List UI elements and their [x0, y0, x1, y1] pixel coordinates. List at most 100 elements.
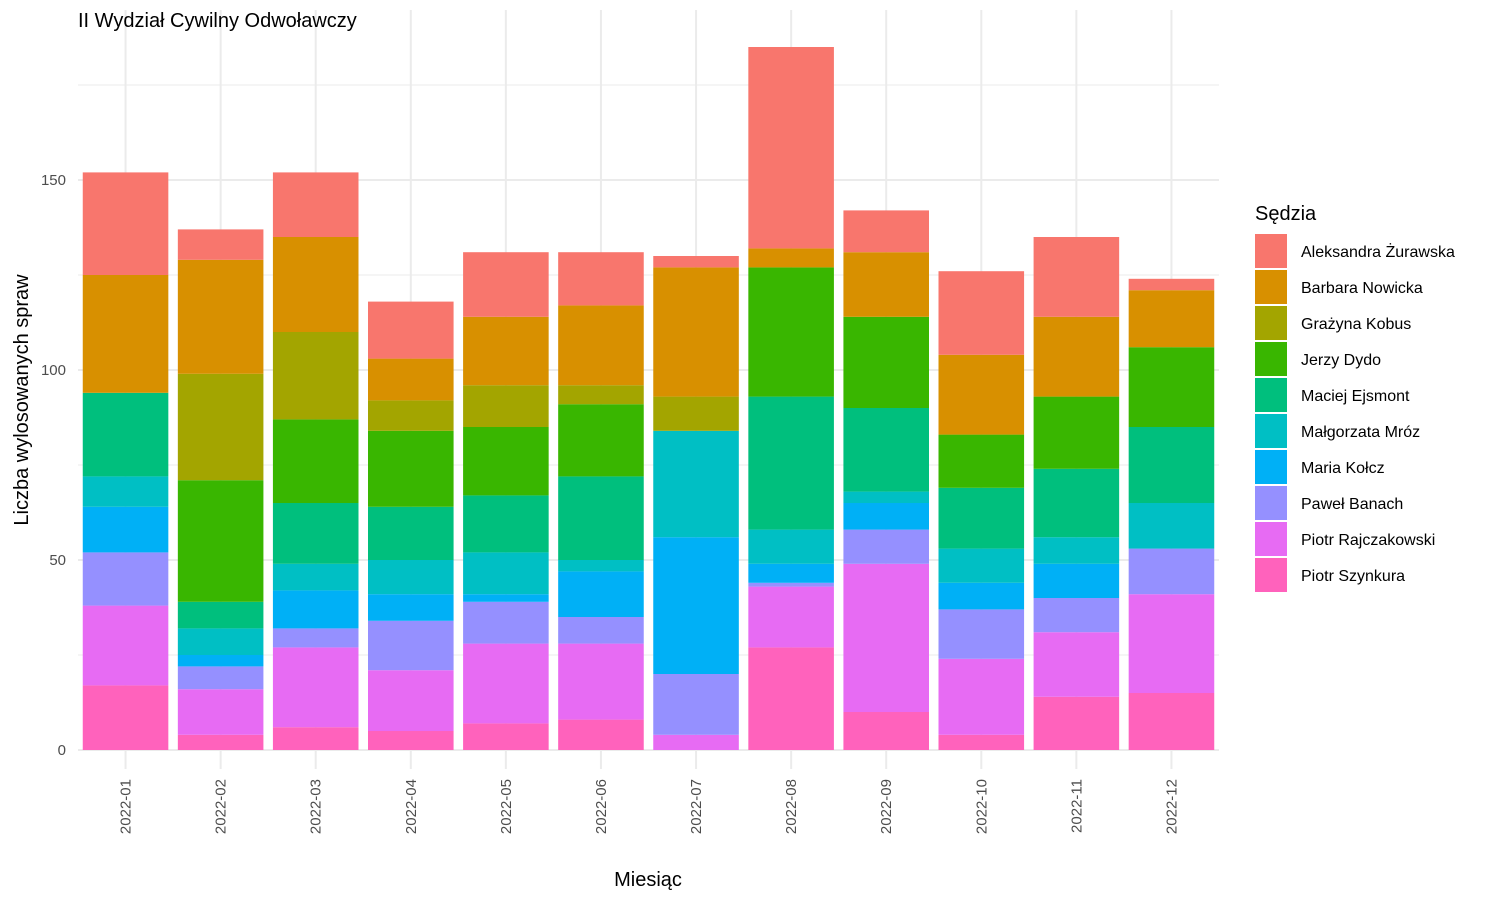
bar-segment [463, 594, 549, 602]
legend-swatch [1255, 558, 1287, 592]
bar-segment [748, 563, 834, 583]
bar-segment [843, 252, 929, 317]
bar-segment [1033, 563, 1120, 598]
bar-segment [368, 560, 454, 595]
bar-segment [938, 658, 1025, 735]
bar-segment [368, 731, 454, 750]
legend-label: Jerzy Dydo [1301, 352, 1381, 369]
legend-swatch [1255, 234, 1287, 268]
bar-segment [463, 601, 549, 644]
x-tick-label: 2022-03 [308, 779, 325, 834]
bar-segment [272, 332, 359, 420]
bar-segment [82, 275, 169, 393]
bar-segment [272, 647, 359, 728]
bar-segment [177, 666, 264, 690]
bar-segment [177, 480, 264, 602]
legend-label: Piotr Szynkura [1301, 568, 1405, 585]
bar-segment [1128, 693, 1215, 750]
bar-segment [938, 487, 1025, 549]
legend-swatch [1255, 306, 1287, 340]
x-axis-title: Miesiąc [614, 869, 682, 891]
bar-segment [843, 563, 929, 712]
bar-segment [463, 643, 549, 724]
bar-segment [272, 237, 359, 332]
bar-segment [748, 647, 834, 750]
bar-segment [82, 172, 169, 275]
bar-segment [272, 628, 359, 648]
x-axis-ticks: 2022-01 2022-02 2022-03 2022-04 2022-05 2022-… [118, 779, 1181, 834]
bar-segment [177, 373, 264, 481]
legend-items: Aleksandra Żurawska Barbara Nowicka Grażyn… [1255, 234, 1455, 592]
bar-segment [177, 628, 264, 655]
y-tick-label: 50 [49, 552, 66, 569]
legend-label: Paweł Banach [1301, 496, 1403, 513]
x-tick-label: 2022-12 [1163, 779, 1180, 834]
bar-segment [938, 354, 1025, 435]
x-tick-label: 2022-09 [878, 779, 895, 834]
bar-segment [748, 248, 834, 268]
bar-segment [1128, 278, 1215, 291]
bar-segment [1033, 632, 1120, 697]
bar-segment [272, 590, 359, 629]
bar-segment [558, 560, 644, 572]
bar-segment [463, 723, 549, 750]
bar-segment [938, 271, 1025, 355]
bar-segment [1033, 537, 1120, 564]
bar-segment [463, 252, 549, 317]
bar-segment [558, 252, 644, 306]
bar-segment [82, 506, 169, 553]
chart-title: II Wydział Cywilny Odwoławczy [78, 10, 357, 32]
y-tick-label: 150 [41, 172, 66, 189]
x-tick-label: 2022-08 [783, 779, 800, 834]
bar-segment [177, 259, 264, 374]
bar-segment [558, 719, 644, 750]
y-axis-ticks: 0 50 100 150 [41, 172, 66, 759]
legend: Sędzia Aleksandra Żurawska Barbara Nowick… [1255, 203, 1455, 592]
bar-segment [82, 605, 169, 686]
legend-label: Małgorzata Mróz [1301, 424, 1420, 441]
bar-segment [177, 655, 264, 667]
x-tick-label: 2022-05 [498, 779, 515, 834]
x-tick-label: 2022-07 [688, 779, 705, 834]
bar-segment [843, 408, 929, 492]
bar-segment [653, 430, 739, 538]
bar-segment [463, 316, 549, 386]
x-tick-label: 2022-01 [118, 779, 135, 834]
y-axis-title: Liczba wylosowanych spraw [11, 274, 33, 526]
bar-segment [653, 396, 739, 431]
bar-segment [653, 267, 739, 397]
bar-segment [368, 620, 454, 671]
bar-segment [843, 210, 929, 253]
legend-swatch [1255, 450, 1287, 484]
bar-segment [938, 434, 1025, 488]
bar-segment [368, 670, 454, 731]
legend-title: Sędzia [1255, 203, 1317, 225]
bar-segment [272, 503, 359, 564]
legend-swatch [1255, 378, 1287, 412]
bar-segment [1033, 316, 1120, 397]
bar-segment [368, 301, 454, 359]
bar-segment [82, 392, 169, 477]
bar-segment [463, 385, 549, 427]
bar-segment [653, 674, 739, 735]
x-tick-label: 2022-04 [403, 779, 420, 834]
legend-swatch [1255, 342, 1287, 376]
bar-segment [82, 685, 169, 750]
bar-segment [558, 571, 644, 617]
y-tick-label: 100 [41, 362, 66, 379]
legend-swatch [1255, 486, 1287, 520]
bar-segment [177, 734, 264, 750]
legend-swatch [1255, 270, 1287, 304]
legend-label: Aleksandra Żurawska [1301, 242, 1455, 261]
bar-segment [558, 643, 644, 720]
bar-segment [82, 476, 169, 507]
x-tick-label: 2022-10 [973, 779, 990, 834]
x-tick-label: 2022-11 [1068, 779, 1085, 833]
bar-segment [748, 47, 834, 249]
bar-segment [177, 689, 264, 735]
bar-segment [843, 491, 929, 503]
legend-swatch [1255, 522, 1287, 556]
bar-segment [82, 552, 169, 606]
bar-segment [368, 430, 454, 507]
bar-segment [653, 256, 739, 268]
